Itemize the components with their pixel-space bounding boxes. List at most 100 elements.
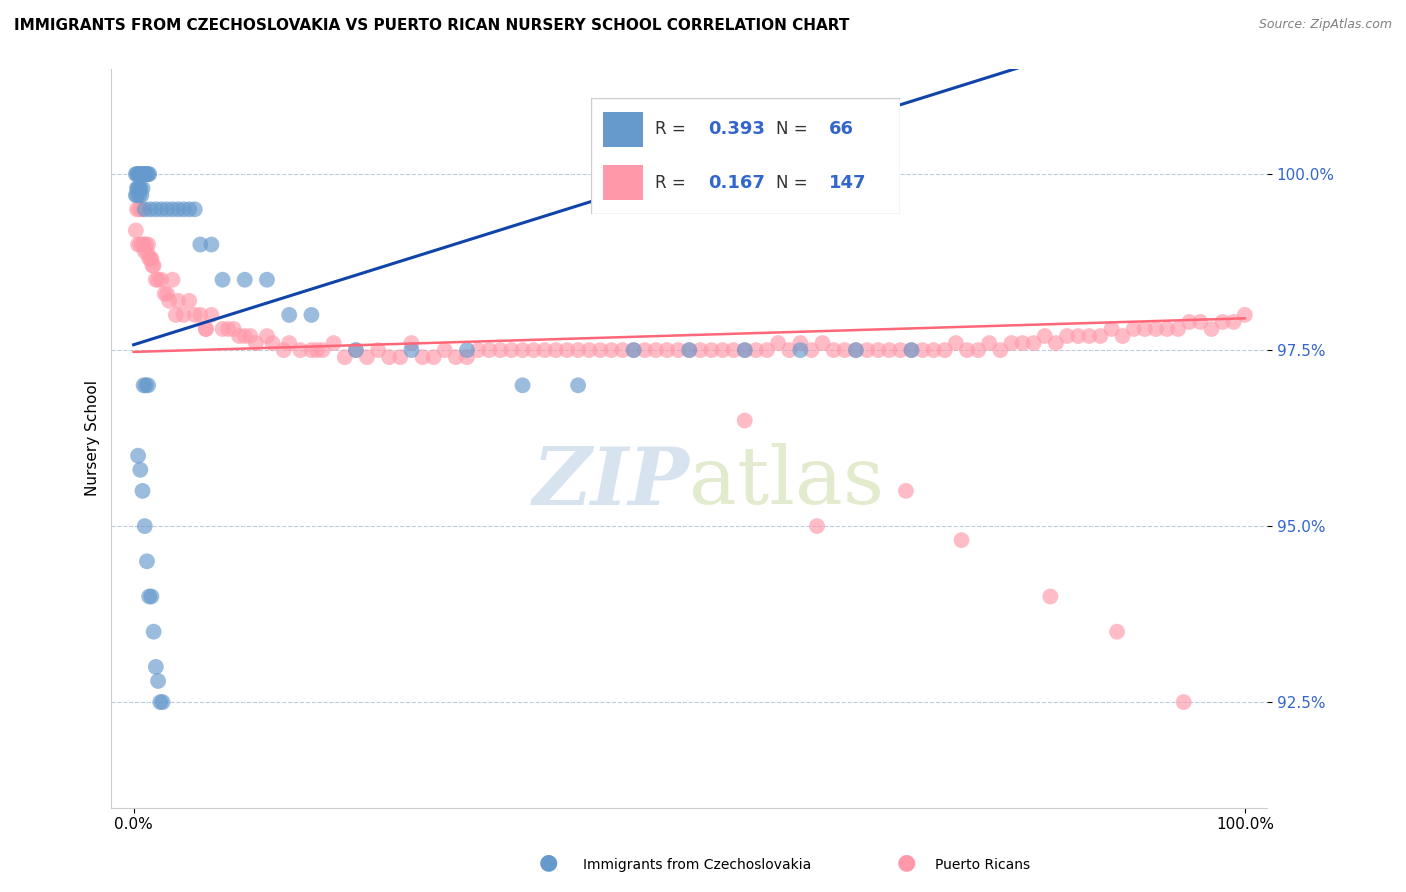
Point	[290, 343, 312, 357]
Point	[1101, 322, 1123, 336]
Point	[245, 336, 267, 351]
Point	[142, 259, 165, 273]
Point	[894, 483, 917, 498]
Point	[273, 343, 295, 357]
Point	[142, 624, 165, 639]
Point	[666, 343, 689, 357]
Point	[179, 202, 201, 217]
Point	[211, 322, 233, 336]
Point	[900, 343, 922, 357]
Point	[131, 167, 153, 181]
Point	[150, 202, 173, 217]
Text: IMMIGRANTS FROM CZECHOSLOVAKIA VS PUERTO RICAN NURSERY SCHOOL CORRELATION CHART: IMMIGRANTS FROM CZECHOSLOVAKIA VS PUERTO…	[14, 18, 849, 33]
Point	[734, 343, 756, 357]
Text: R =: R =	[655, 174, 692, 192]
Point	[128, 181, 150, 195]
Point	[578, 343, 600, 357]
Point	[1167, 322, 1189, 336]
Point	[412, 350, 434, 364]
Point	[156, 286, 179, 301]
Point	[367, 343, 389, 357]
Point	[1022, 336, 1045, 351]
Point	[600, 343, 623, 357]
Point	[217, 322, 239, 336]
Point	[1212, 315, 1234, 329]
Text: ZIP: ZIP	[533, 443, 689, 521]
Point	[967, 343, 990, 357]
Point	[489, 343, 512, 357]
Point	[132, 378, 155, 392]
Point	[1189, 315, 1212, 329]
Point	[1122, 322, 1144, 336]
Point	[141, 259, 163, 273]
Point	[134, 167, 156, 181]
Point	[138, 590, 160, 604]
Y-axis label: Nursery School: Nursery School	[86, 380, 100, 496]
Point	[655, 343, 678, 357]
Point	[125, 188, 148, 202]
Point	[567, 343, 589, 357]
Point	[129, 181, 152, 195]
Point	[544, 343, 567, 357]
Point	[150, 273, 173, 287]
Point	[856, 343, 879, 357]
Point	[322, 336, 344, 351]
Point	[173, 308, 195, 322]
Point	[433, 343, 456, 357]
Point	[1039, 590, 1062, 604]
Point	[723, 343, 745, 357]
Point	[589, 343, 612, 357]
Point	[512, 378, 534, 392]
Point	[1233, 308, 1256, 322]
Point	[194, 322, 217, 336]
Point	[132, 237, 155, 252]
Point	[523, 343, 546, 357]
Point	[979, 336, 1001, 351]
Point	[299, 308, 322, 322]
Point	[262, 336, 284, 351]
Point	[136, 378, 159, 392]
Point	[845, 343, 868, 357]
Point	[950, 533, 973, 548]
Point	[789, 343, 811, 357]
Point	[877, 343, 900, 357]
Point	[128, 167, 150, 181]
Point	[128, 202, 150, 217]
Point	[378, 350, 401, 364]
Point	[1000, 336, 1022, 351]
Point	[1105, 624, 1128, 639]
Point	[711, 343, 734, 357]
Point	[184, 202, 207, 217]
Point	[131, 181, 153, 195]
Point	[233, 273, 256, 287]
Text: atlas: atlas	[689, 443, 884, 522]
Point	[211, 273, 233, 287]
Point	[467, 343, 489, 357]
Point	[456, 343, 478, 357]
Point	[766, 336, 789, 351]
Point	[922, 343, 945, 357]
Point	[157, 293, 180, 308]
Point	[138, 252, 160, 266]
Point	[135, 237, 157, 252]
Point	[478, 343, 501, 357]
Text: Puerto Ricans: Puerto Ricans	[935, 858, 1031, 872]
Point	[136, 244, 159, 259]
Bar	[603, 112, 643, 147]
Point	[756, 343, 779, 357]
Point	[1111, 329, 1133, 343]
Point	[778, 343, 800, 357]
Point	[806, 519, 828, 533]
Point	[634, 343, 657, 357]
Point	[200, 308, 222, 322]
Point	[945, 336, 967, 351]
Point	[167, 202, 190, 217]
Point	[228, 329, 250, 343]
Point	[444, 350, 467, 364]
Point	[131, 167, 153, 181]
Text: ●: ●	[897, 853, 917, 872]
Point	[146, 273, 169, 287]
Point	[567, 378, 589, 392]
Point	[344, 343, 367, 357]
Point	[179, 293, 201, 308]
